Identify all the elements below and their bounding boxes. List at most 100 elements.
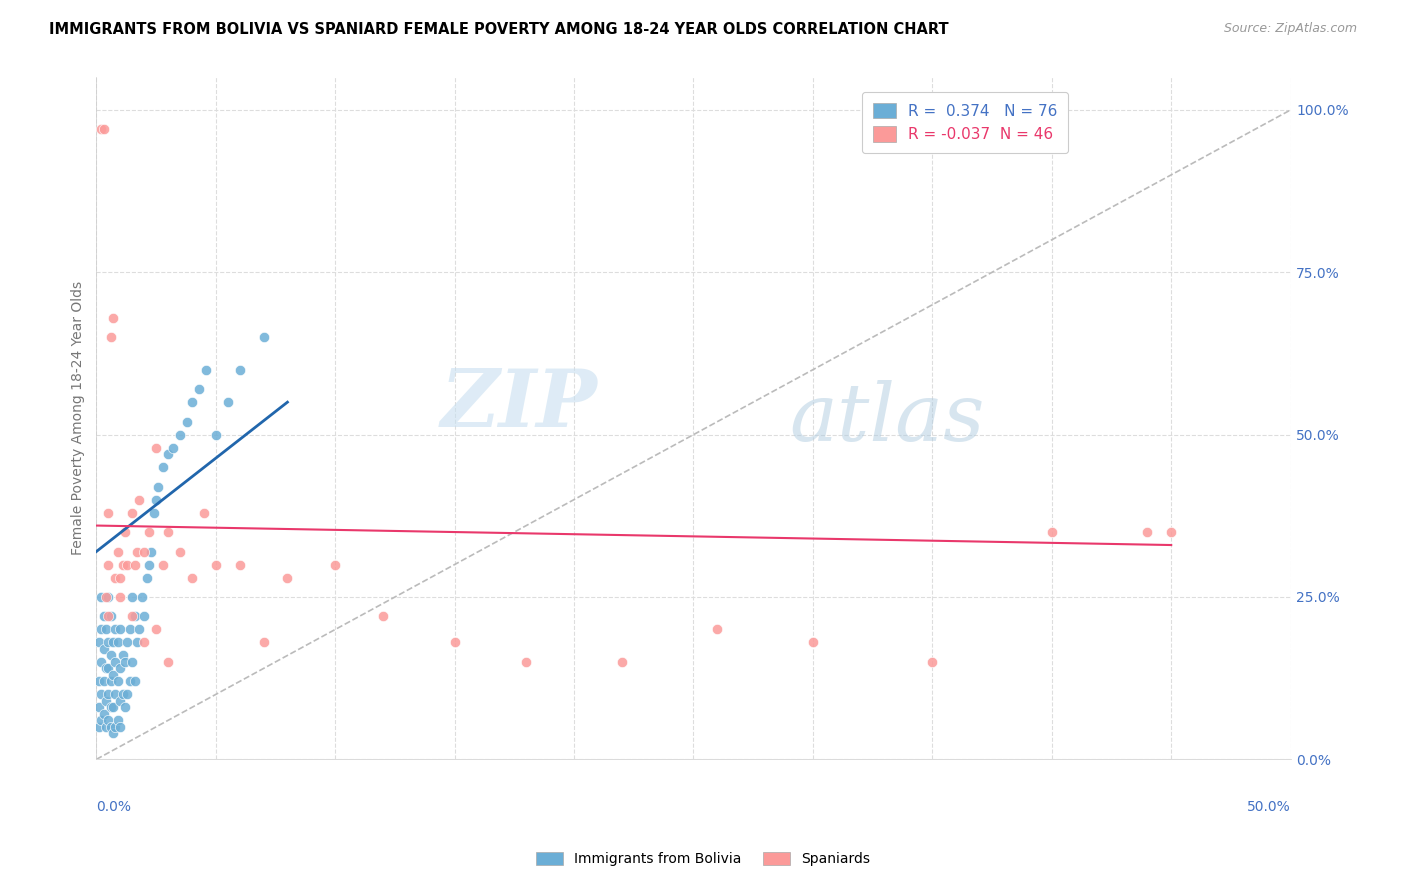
Point — [101, 726, 124, 740]
Point — [148, 479, 170, 493]
Point — [1160, 524, 1182, 539]
Point — [93, 642, 115, 657]
Point — [162, 441, 184, 455]
Point — [93, 122, 115, 136]
Point — [118, 623, 141, 637]
Legend: R =  0.374   N = 76, R = -0.037  N = 46: R = 0.374 N = 76, R = -0.037 N = 46 — [862, 92, 1069, 153]
Point — [443, 635, 465, 649]
Point — [921, 655, 943, 669]
Point — [110, 623, 132, 637]
Point — [101, 310, 124, 325]
Point — [111, 558, 134, 572]
Point — [107, 714, 129, 728]
Point — [87, 720, 110, 734]
Point — [97, 687, 120, 701]
Point — [801, 635, 824, 649]
Point — [128, 623, 150, 637]
Point — [156, 655, 179, 669]
Point — [124, 674, 146, 689]
Point — [145, 623, 167, 637]
Point — [90, 590, 112, 604]
Point — [180, 570, 202, 584]
Point — [141, 544, 163, 558]
Point — [90, 687, 112, 701]
Point — [87, 700, 110, 714]
Point — [100, 609, 122, 624]
Point — [114, 700, 136, 714]
Point — [152, 460, 174, 475]
Point — [97, 506, 120, 520]
Point — [156, 447, 179, 461]
Point — [93, 706, 115, 721]
Point — [90, 714, 112, 728]
Point — [228, 558, 250, 572]
Point — [100, 648, 122, 663]
Point — [107, 544, 129, 558]
Point — [101, 668, 124, 682]
Point — [195, 362, 218, 376]
Point — [110, 720, 132, 734]
Y-axis label: Female Poverty Among 18-24 Year Olds: Female Poverty Among 18-24 Year Olds — [72, 281, 86, 556]
Point — [87, 674, 110, 689]
Point — [100, 700, 122, 714]
Point — [176, 415, 198, 429]
Point — [145, 441, 167, 455]
Point — [100, 720, 122, 734]
Point — [252, 330, 274, 344]
Point — [94, 694, 117, 708]
Point — [97, 590, 120, 604]
Point — [515, 655, 537, 669]
Point — [138, 524, 160, 539]
Point — [90, 122, 112, 136]
Point — [142, 506, 165, 520]
Point — [121, 590, 143, 604]
Point — [111, 687, 134, 701]
Point — [100, 674, 122, 689]
Point — [135, 570, 157, 584]
Point — [156, 524, 179, 539]
Point — [104, 623, 127, 637]
Point — [93, 609, 115, 624]
Point — [87, 635, 110, 649]
Point — [94, 623, 117, 637]
Point — [323, 558, 346, 572]
Point — [107, 635, 129, 649]
Point — [131, 590, 153, 604]
Point — [110, 570, 132, 584]
Point — [169, 544, 191, 558]
Point — [152, 558, 174, 572]
Point — [107, 674, 129, 689]
Point — [125, 635, 148, 649]
Point — [94, 720, 117, 734]
Point — [1040, 524, 1063, 539]
Text: IMMIGRANTS FROM BOLIVIA VS SPANIARD FEMALE POVERTY AMONG 18-24 YEAR OLDS CORRELA: IMMIGRANTS FROM BOLIVIA VS SPANIARD FEMA… — [49, 22, 949, 37]
Point — [124, 558, 146, 572]
Point — [114, 655, 136, 669]
Point — [104, 720, 127, 734]
Text: ZIP: ZIP — [441, 366, 598, 443]
Point — [117, 635, 139, 649]
Point — [104, 687, 127, 701]
Point — [252, 635, 274, 649]
Point — [97, 714, 120, 728]
Point — [104, 570, 127, 584]
Point — [180, 395, 202, 409]
Point — [124, 609, 146, 624]
Point — [90, 655, 112, 669]
Point — [118, 674, 141, 689]
Point — [117, 558, 139, 572]
Point — [610, 655, 633, 669]
Point — [104, 655, 127, 669]
Point — [97, 609, 120, 624]
Point — [97, 635, 120, 649]
Legend: Immigrants from Bolivia, Spaniards: Immigrants from Bolivia, Spaniards — [530, 847, 876, 871]
Point — [217, 395, 239, 409]
Point — [228, 362, 250, 376]
Point — [114, 524, 136, 539]
Point — [134, 609, 156, 624]
Point — [128, 492, 150, 507]
Point — [93, 674, 115, 689]
Point — [193, 506, 215, 520]
Point — [110, 694, 132, 708]
Point — [1136, 524, 1159, 539]
